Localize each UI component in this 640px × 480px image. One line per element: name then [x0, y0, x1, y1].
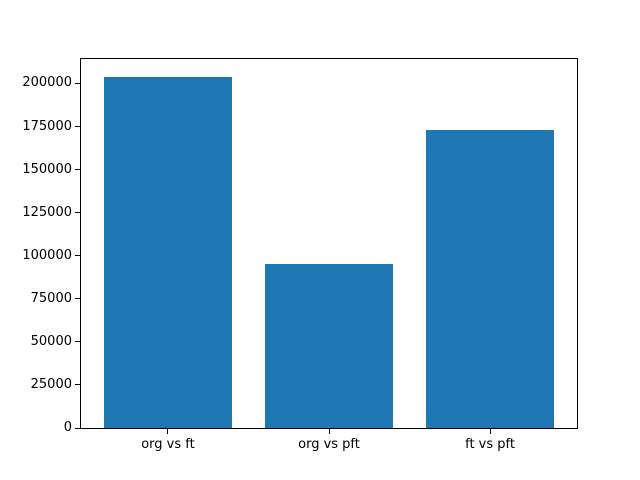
y-axis-tick-label: 175000 [22, 118, 72, 134]
x-axis-tick-label: org vs pft [298, 437, 360, 452]
bar-org-vs-ft [103, 76, 233, 428]
y-axis-tick-label: 50000 [30, 333, 72, 349]
y-axis-tick-mark [75, 341, 80, 343]
y-axis-tick-label: 25000 [30, 376, 72, 392]
x-axis-tick-mark [167, 429, 169, 434]
y-axis-tick-label: 125000 [22, 204, 72, 220]
y-axis-tick-mark [75, 427, 80, 429]
y-axis-tick-mark [75, 82, 80, 84]
y-axis-tick-label: 150000 [22, 161, 72, 177]
x-axis-tick-label: org vs ft [141, 437, 195, 452]
y-axis-tick-label: 200000 [22, 75, 72, 91]
y-axis-tick-mark [75, 384, 80, 386]
y-axis-tick-mark [75, 169, 80, 171]
bar-ft-vs-pft [425, 129, 555, 428]
x-axis-tick-mark [489, 429, 491, 434]
y-axis-tick-label: 0 [63, 420, 72, 435]
y-axis-tick-mark [75, 298, 80, 300]
bar-org-vs-pft [264, 264, 394, 428]
plot-area: 0 25000 50000 75000 100000 125000 150000 175000… [22, 58, 578, 452]
y-axis-tick-label: 75000 [30, 290, 72, 306]
y-axis-tick-label: 100000 [22, 247, 72, 263]
y-axis-tick-mark [75, 255, 80, 257]
x-axis-tick-label: ft vs pft [465, 437, 515, 452]
x-axis-tick-mark [328, 429, 330, 434]
y-axis-tick-mark [75, 212, 80, 214]
y-axis-tick-mark [75, 126, 80, 128]
